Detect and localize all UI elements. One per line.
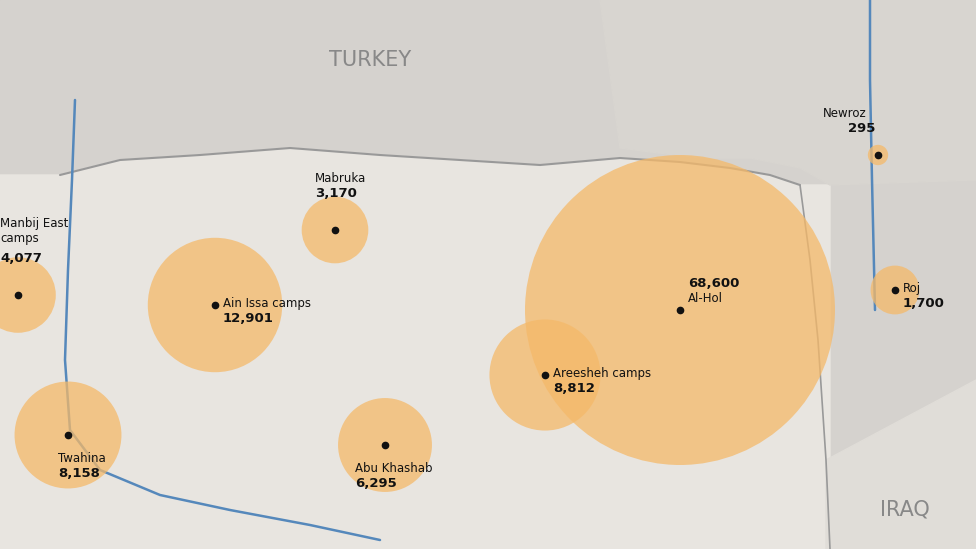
Circle shape	[338, 398, 432, 492]
Text: 6,295: 6,295	[355, 477, 397, 490]
Circle shape	[147, 238, 282, 372]
Polygon shape	[600, 0, 976, 185]
Circle shape	[15, 382, 121, 489]
Text: 8,812: 8,812	[553, 382, 595, 395]
Text: Areesheh camps: Areesheh camps	[553, 367, 651, 380]
Circle shape	[871, 266, 919, 315]
Text: 3,170: 3,170	[315, 187, 357, 200]
Text: Newroz: Newroz	[823, 107, 867, 120]
Circle shape	[489, 320, 600, 430]
Text: 4,077: 4,077	[0, 252, 42, 265]
Text: 295: 295	[848, 122, 875, 135]
Polygon shape	[0, 148, 830, 549]
Circle shape	[868, 145, 888, 165]
Circle shape	[302, 197, 368, 264]
Text: Twahina: Twahina	[58, 452, 105, 465]
Circle shape	[525, 155, 835, 465]
Text: Manbij East
camps: Manbij East camps	[0, 217, 68, 245]
Text: 68,600: 68,600	[688, 277, 740, 290]
Circle shape	[0, 257, 56, 333]
Text: 1,700: 1,700	[903, 297, 945, 310]
Polygon shape	[826, 380, 976, 549]
Text: Roj: Roj	[903, 282, 921, 295]
Text: Al-Hol: Al-Hol	[688, 292, 723, 305]
Text: TURKEY: TURKEY	[329, 50, 411, 70]
Text: Abu Khashab: Abu Khashab	[355, 462, 432, 475]
Text: 12,901: 12,901	[223, 312, 274, 325]
Text: 8,158: 8,158	[58, 467, 100, 480]
Text: IRAQ: IRAQ	[880, 500, 930, 520]
Text: Mabruka: Mabruka	[315, 172, 366, 185]
Text: Ain Issa camps: Ain Issa camps	[223, 297, 311, 310]
